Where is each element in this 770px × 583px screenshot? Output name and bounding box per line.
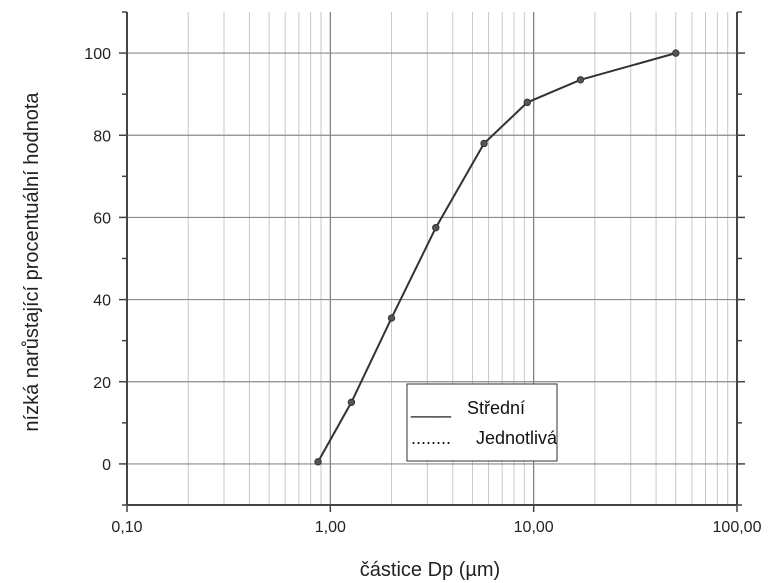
data-point [480,139,488,148]
legend-entry-label: Střední [467,398,525,418]
data-point [314,458,322,466]
y-tick-label: 0 [102,457,111,474]
x-tick-label: 0,10 [111,519,142,536]
legend-entry-line: ____ [410,398,452,419]
y-tick-label: 80 [93,128,111,145]
legend: ____ Střední ........ Jednotlivá [406,383,558,462]
x-tick-label: 100,00 [713,519,762,536]
y-tick-label: 60 [93,210,111,227]
y-tick-label: 20 [93,375,111,392]
y-tick-label: 100 [84,46,111,63]
data-point [387,314,396,322]
legend-entry-label: Jednotlivá [476,428,558,448]
y-axis-title: nízká narůstající procentuální hodnota [21,92,43,432]
y-tick-label: 40 [93,293,111,310]
tick-labels: 0 20 40 60 80 100 0,10 1,00 10,00 100,00 [84,46,761,536]
data-point [523,98,531,107]
series-layer [314,49,680,466]
legend-box [406,383,558,462]
axes [119,11,745,512]
data-point [432,223,440,232]
x-axis-title: částice Dp (µm) [360,559,500,581]
x-tick-label: 10,00 [514,519,554,536]
x-tick-label: 1,00 [315,519,346,536]
data-point [672,49,680,57]
data-point [347,398,356,406]
legend-entry-line: ........ [411,428,451,448]
data-point [576,76,585,84]
series-line [317,52,677,463]
